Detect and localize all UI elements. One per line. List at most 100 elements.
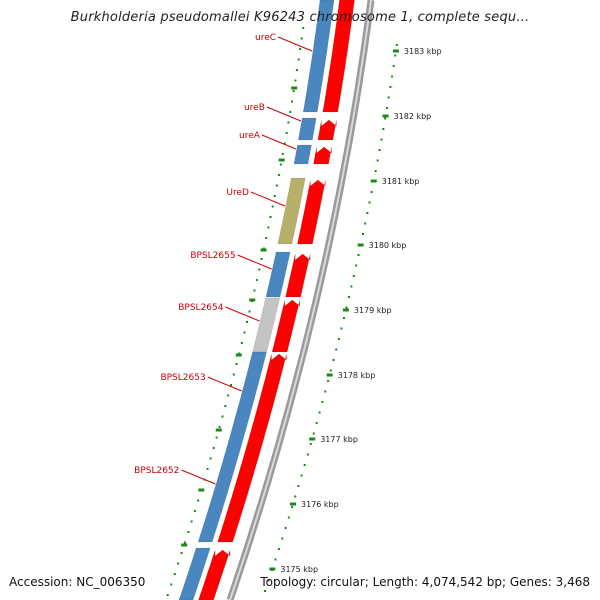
gene-label-leader: [250, 191, 286, 207]
gene-label-leader: [225, 306, 260, 322]
inner-tick: [278, 158, 285, 162]
ruler-dot: [385, 107, 388, 109]
ruler-dot: [374, 170, 377, 172]
inner-dot: [230, 384, 233, 386]
ruler-dot: [291, 506, 294, 508]
gene-label: BPSL2655: [190, 251, 235, 261]
ruler-dot: [387, 96, 390, 99]
ruler-dot: [395, 44, 398, 46]
gene-label-leader: [261, 134, 297, 150]
ruler-dot: [370, 191, 373, 193]
ruler-tick-label: 3182 kbp: [394, 112, 432, 121]
inner-dot: [243, 331, 246, 334]
cds-arrow: [313, 146, 332, 165]
inner-dot: [190, 520, 193, 523]
inner-dot: [227, 394, 230, 397]
outer-ruler-dots: [264, 44, 398, 592]
ruler-dot: [345, 306, 348, 309]
gene-block: [178, 547, 211, 600]
inner-dot: [187, 531, 190, 533]
ruler-tick: [370, 179, 377, 183]
gene-track: [178, 0, 335, 600]
ruler-tick-label: 3176 kbp: [301, 500, 339, 509]
inner-dot: [287, 121, 290, 124]
ruler-dot: [350, 285, 353, 288]
ruler-tick: [269, 567, 276, 571]
ruler-dot: [340, 327, 343, 330]
gene-block: [277, 177, 306, 245]
inner-dot: [258, 268, 261, 271]
inner-dot: [170, 583, 173, 586]
inner-dot: [253, 289, 256, 292]
inner-tick: [249, 298, 256, 302]
inner-dot: [177, 562, 180, 565]
gene-label-leader: [266, 106, 302, 122]
inner-dot: [240, 342, 243, 344]
inner-dot: [232, 373, 235, 376]
backbone: [226, 0, 375, 600]
gene-block: [298, 117, 317, 141]
inner-tick: [215, 428, 222, 432]
inner-dot: [275, 184, 278, 187]
inner-dot: [215, 436, 218, 439]
inner-dot: [180, 552, 183, 554]
cds-arrow: [317, 119, 337, 141]
ruler-dot: [329, 369, 332, 372]
inner-dot: [197, 499, 200, 502]
cds-arrow: [285, 253, 311, 298]
inner-dot: [212, 447, 215, 449]
ruler-dot: [335, 348, 338, 351]
ruler-dot: [366, 212, 369, 214]
ruler-dot: [315, 422, 318, 424]
gene-label-leader: [181, 469, 216, 485]
inner-dot: [292, 90, 295, 92]
ruler-dot: [376, 159, 379, 162]
inner-dot: [273, 195, 276, 197]
ruler-dot: [384, 117, 387, 120]
ruler-tick-label: 3181 kbp: [382, 177, 420, 186]
cds-arrow: [198, 549, 231, 600]
ruler-dot: [303, 464, 306, 466]
ruler-dot: [284, 527, 287, 529]
inner-tick: [181, 543, 188, 547]
ruler-dot: [309, 443, 312, 445]
inner-dot: [277, 174, 280, 176]
inner-dot: [283, 142, 286, 145]
gene-label: BPSL2654: [178, 303, 224, 313]
ruler-tick-label: 3175 kbp: [280, 565, 318, 574]
ruler-ticks: 3183 kbp 3182 kbp 3181 kbp 3180 kbp 3179 kbp…: [269, 47, 442, 574]
ruler-dot: [297, 485, 300, 487]
inner-dot: [218, 426, 221, 428]
inner-dot: [173, 573, 176, 575]
cds-arrow: [271, 299, 301, 353]
ruler-tick: [357, 243, 364, 247]
inner-dot: [221, 415, 224, 418]
cds-arrow: [297, 179, 326, 245]
ruler-dot: [378, 149, 381, 151]
gene-label: BPSL2653: [160, 373, 205, 383]
ruler-tick-label: 3178 kbp: [338, 371, 376, 380]
ruler-dot: [347, 296, 350, 298]
ruler-dot: [277, 548, 280, 550]
gene-label-leader: [277, 36, 313, 52]
inner-dot: [300, 37, 303, 40]
ruler-dot: [321, 401, 324, 403]
gene-labels: ureC ureB ureA UreD BPSL2655 BPSL2654 BPSL2653…: [134, 33, 313, 485]
ruler-dot: [391, 75, 394, 78]
gene-block: [197, 351, 267, 543]
ruler-dot: [281, 537, 284, 540]
inner-dot: [281, 153, 284, 155]
ruler-dot: [364, 222, 367, 225]
ruler-dot: [389, 86, 392, 88]
inner-dot: [267, 226, 270, 229]
inner-tick: [291, 86, 298, 90]
inner-dot: [248, 310, 251, 313]
cds-arrow: [322, 0, 355, 113]
inner-dot: [296, 69, 299, 71]
ruler-dot: [306, 453, 309, 456]
ruler-dot: [382, 128, 385, 130]
gene-label: UreD: [226, 188, 249, 198]
ruler-dot: [342, 317, 345, 319]
gene-label-leader: [207, 376, 242, 392]
